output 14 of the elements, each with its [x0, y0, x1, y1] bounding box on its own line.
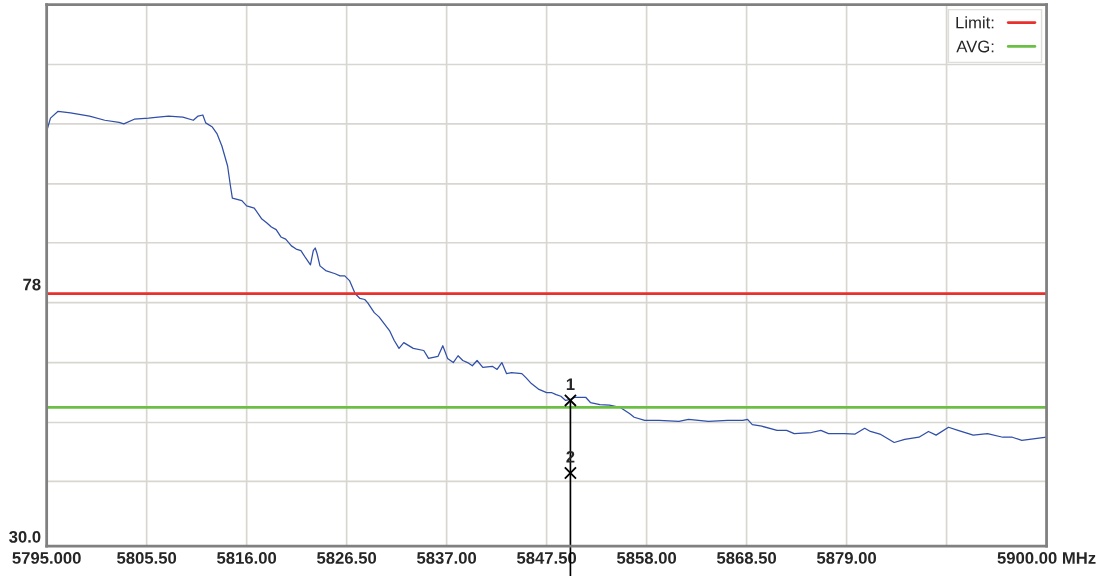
- x-tick-label: 5805.50: [117, 552, 177, 564]
- x-tick-label: 5816.00: [217, 552, 277, 564]
- x-tick-label: 5900.00 MHz: [997, 552, 1096, 564]
- x-tick-label: 5868.50: [716, 552, 777, 564]
- x-tick-label: 5879.00: [816, 552, 877, 564]
- legend-label: AVG:: [956, 40, 994, 53]
- x-tick-label: 5795.000: [12, 552, 81, 564]
- y-tick-label: 30.0: [9, 530, 41, 543]
- x-tick-label: 5826.50: [317, 552, 377, 564]
- x-tick-label: 5837.00: [417, 552, 477, 564]
- y-tick-label: 78: [23, 278, 41, 291]
- annotation: 1: [566, 378, 575, 391]
- legend-label: Limit:: [956, 16, 994, 29]
- x-tick-label: 5858.00: [617, 552, 677, 564]
